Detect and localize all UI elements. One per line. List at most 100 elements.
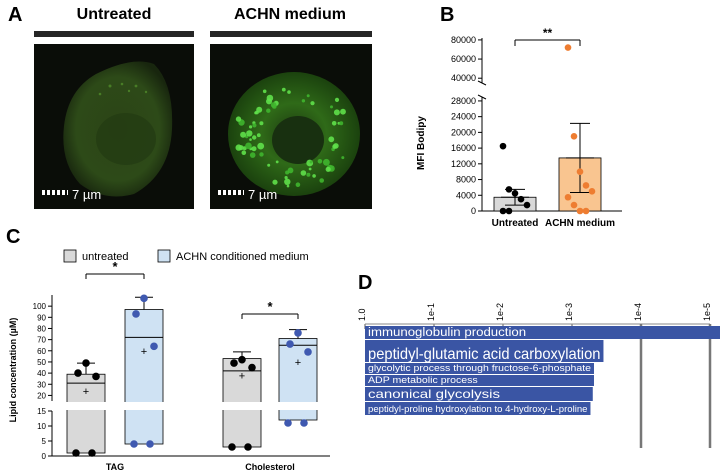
box-break-gap [124, 402, 164, 410]
go-term-label: canonical glycolysis [368, 387, 500, 401]
data-point [582, 207, 590, 215]
scale-bar-untreated [42, 190, 68, 195]
lipid-droplet [300, 170, 307, 176]
lipid-droplet [254, 111, 258, 115]
micrograph-untreated-bar [34, 31, 194, 37]
data-point [88, 449, 96, 457]
lipid-droplet [295, 182, 301, 187]
data-point [132, 310, 140, 318]
lipid-droplet [240, 131, 247, 138]
legend-swatch-untreated [63, 249, 77, 263]
lipid-droplet [330, 105, 333, 109]
x-tick-label: ACHN medium [545, 218, 615, 229]
scale-label-achn: 7 µm [248, 187, 278, 202]
go-bar [365, 363, 594, 374]
micrograph-achn-title: ACHN medium [233, 6, 346, 23]
y-tick-label: 0 [471, 206, 476, 216]
y-tick-label: 60000 [451, 54, 476, 64]
mean-marker: + [141, 346, 147, 358]
data-point [74, 369, 82, 377]
data-point [146, 440, 154, 448]
legend-label-untreated: untreated [82, 251, 128, 263]
box-break-gap [66, 402, 106, 410]
lipid-droplet [309, 160, 313, 164]
go-bar [365, 402, 591, 415]
data-point [294, 329, 302, 337]
panel-b-label: B [440, 4, 455, 26]
lipid-droplet [325, 166, 331, 172]
lipid-droplet [235, 144, 242, 151]
x-tick-label: 1e-2 [495, 303, 505, 321]
lipid-droplet [246, 130, 253, 137]
axis-break-mark [477, 94, 487, 100]
data-point [228, 443, 236, 451]
y-tick-label: 24000 [451, 112, 476, 122]
y-tick-label: 20 [37, 391, 46, 400]
y-tick-label: 40 [37, 369, 46, 378]
data-point [300, 419, 308, 427]
lipid-droplet [308, 167, 312, 171]
go-term-label: peptidyl-glutamic acid carboxylation [368, 346, 600, 363]
data-point [505, 207, 513, 215]
box-tag-untreated [66, 373, 106, 454]
data-point [244, 443, 252, 451]
data-point [511, 190, 519, 197]
box-tag-achn [124, 309, 164, 445]
go-term-label: ADP metabolic process [368, 375, 478, 386]
lipid-droplet [252, 135, 257, 140]
lipid-droplet [249, 125, 253, 129]
data-point [140, 294, 148, 303]
lipid-droplet [340, 108, 346, 115]
data-point [576, 168, 584, 175]
y-tick-label: 70 [37, 336, 46, 345]
y-tick-label: 16000 [451, 143, 476, 153]
lipid-droplet [301, 99, 306, 103]
x-tick-label: 1e-3 [564, 303, 574, 321]
x-tick-label: Untreated [492, 218, 539, 229]
significance-label: * [267, 299, 273, 314]
lipid-droplet [306, 172, 311, 177]
data-point [238, 355, 246, 364]
chart-c: untreated ACHN conditioned medium20304050… [8, 249, 331, 470]
y-tick-label: 15 [37, 407, 46, 416]
lipid-droplet [306, 94, 310, 98]
cell-untreated-image [63, 61, 173, 197]
y-tick-label: 40000 [451, 73, 476, 83]
lipid-droplet [331, 121, 337, 126]
panel-a-label: A [8, 4, 23, 26]
x-tick-label: 1e-5 [702, 303, 712, 321]
mean-marker: + [83, 386, 89, 398]
data-point [505, 186, 513, 193]
mean-marker: + [239, 370, 245, 382]
y-tick-label: 28000 [451, 96, 476, 106]
lipid-droplet [287, 90, 291, 94]
lipid-droplet [249, 152, 256, 158]
lipid-droplet [235, 116, 242, 122]
lipid-droplet [323, 158, 330, 166]
y-tick-label: 12000 [451, 159, 476, 169]
lipid-droplet [266, 108, 271, 113]
y-tick-label: 80000 [451, 35, 476, 45]
lipid-droplet [266, 98, 272, 105]
x-tick-label: 1e-4 [633, 303, 643, 321]
lipid-droplet [251, 146, 257, 152]
axis-break-mark [477, 80, 487, 86]
lipid-droplet [312, 174, 316, 178]
y-tick-label: 60 [37, 347, 46, 356]
lipid-droplet [285, 170, 290, 175]
lipid-droplet [256, 106, 263, 113]
go-term-label: glycolytic process through fructose-6-ph… [368, 363, 591, 374]
lipid-droplet [328, 136, 335, 143]
lipid-droplet [310, 101, 315, 106]
significance-label: ** [543, 26, 553, 40]
x-tick-label: 1.0 [357, 308, 367, 321]
lipid-droplet [267, 163, 271, 167]
cell-achn-image [228, 72, 360, 196]
data-point [286, 340, 294, 348]
data-point [582, 182, 590, 189]
scale-bar-achn [218, 190, 244, 195]
data-point [517, 195, 525, 203]
y-tick-label: 10 [37, 422, 46, 431]
data-point [92, 372, 100, 381]
lipid-droplet [275, 160, 279, 164]
